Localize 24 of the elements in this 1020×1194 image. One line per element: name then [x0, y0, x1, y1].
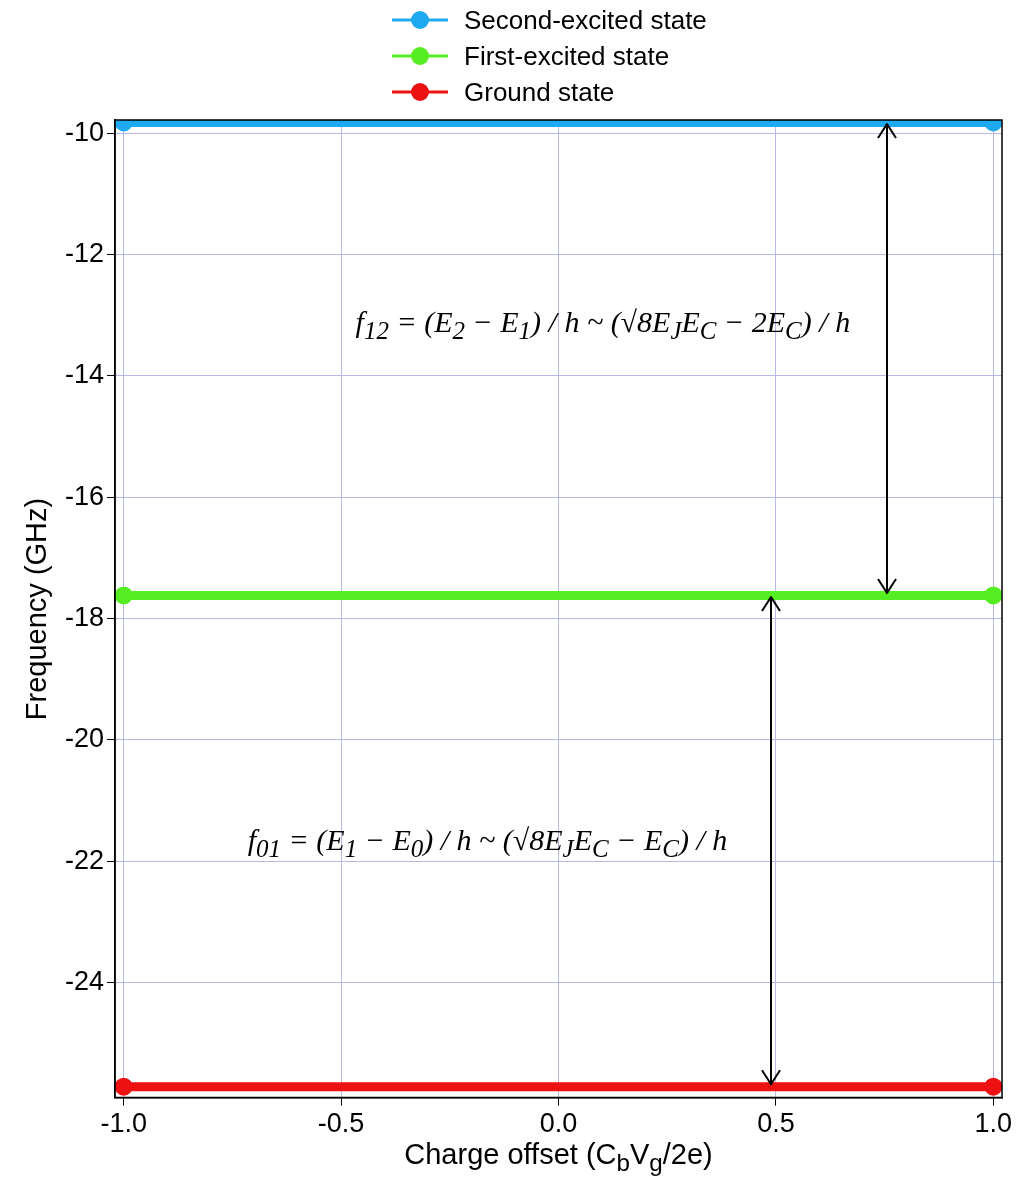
legend-label: Ground state	[464, 76, 615, 108]
y-tick-label: -10	[64, 116, 105, 147]
text: f$_{01}$ = (E$_{1}$ − E$_{0}$) / h ~ (√8E$_{J}$E$_{C}$ − E$_{C}$) / h	[247, 823, 728, 863]
text: f$_{12}$ = (E$_{2}$ − E$_{1}$) / h ~ (√8E$_{J}$E$_{C}$ − 2E$_{C}$) / h	[355, 305, 851, 345]
point	[984, 586, 1002, 605]
legend-label: First-excited state	[464, 40, 670, 72]
point	[984, 1077, 1002, 1096]
y-tick-label: -12	[64, 238, 105, 269]
point	[115, 1077, 133, 1096]
x-axis-title: Charge offset (C$_{b}$V$_{g}$/2e)	[404, 1137, 713, 1177]
y-axis-title: Frequency (GHz)	[19, 497, 53, 720]
x-tick-label: 1.0	[974, 1108, 1013, 1139]
y-tick-label: -16	[64, 480, 105, 511]
y-tick-label: -20	[64, 723, 105, 754]
y-tick-label: -22	[64, 844, 105, 875]
legend-label: Second-excited state	[464, 4, 707, 36]
x-tick-label: -1.0	[100, 1108, 147, 1139]
y-tick-label: -18	[64, 601, 105, 632]
point	[115, 586, 133, 605]
y-tick-label: -24	[64, 965, 105, 996]
x-tick-label: 0.5	[757, 1108, 795, 1139]
x-tick-label: -0.5	[317, 1108, 365, 1139]
y-tick-label: -14	[64, 359, 105, 390]
x-tick-label: 0.0	[539, 1108, 578, 1139]
